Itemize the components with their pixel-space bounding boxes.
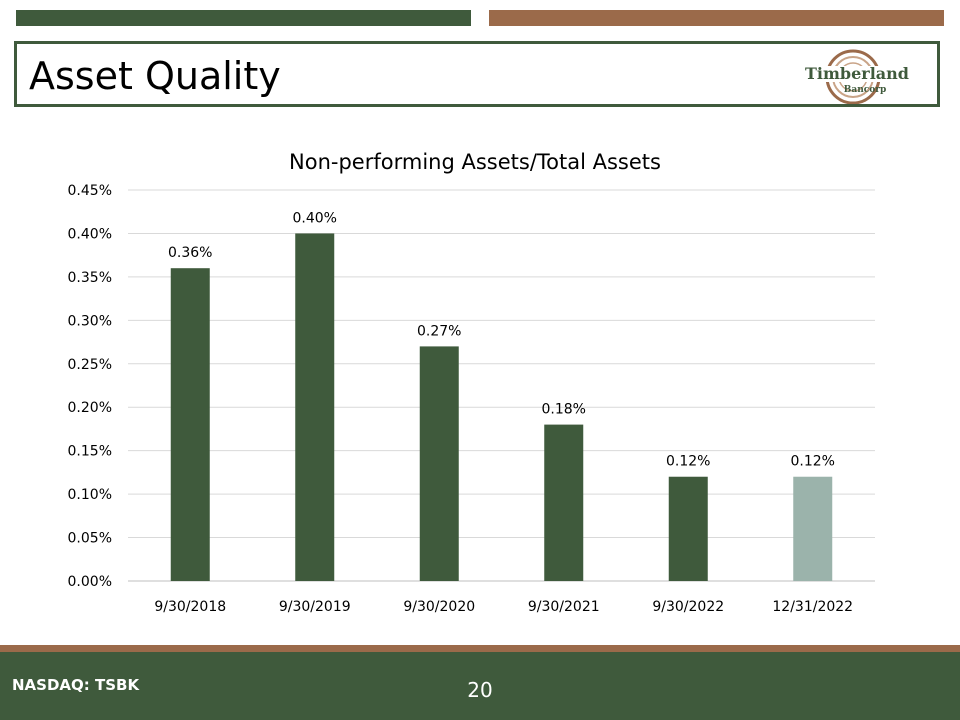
ticker-symbol: NASDAQ: TSBK xyxy=(12,676,140,694)
title-box: Asset Quality Timberland Bancorp xyxy=(14,41,940,107)
y-tick-label: 0.45% xyxy=(68,183,112,199)
y-tick-label: 0.30% xyxy=(68,313,112,329)
footer-accent-line xyxy=(0,645,960,652)
bar-chart: Non-performing Assets/Total Assets 0.00%… xyxy=(68,150,875,615)
data-label: 0.36% xyxy=(168,245,212,261)
x-tick-label: 9/30/2022 xyxy=(652,599,724,615)
bars xyxy=(170,233,833,581)
y-tick-label: 0.10% xyxy=(68,487,112,503)
bar xyxy=(170,268,210,581)
gridlines xyxy=(128,189,875,582)
y-axis: 0.00% 0.05% 0.10% 0.15% 0.20% 0.25% 0.30% 0.35%… xyxy=(68,183,112,590)
bar xyxy=(544,424,584,581)
bar xyxy=(668,476,708,581)
data-label: 0.12% xyxy=(666,454,710,470)
bar xyxy=(295,233,335,581)
y-tick-label: 0.20% xyxy=(68,400,112,416)
page-number: 20 xyxy=(467,678,493,702)
x-tick-label: 9/30/2019 xyxy=(279,599,351,615)
data-label: 0.27% xyxy=(417,323,461,339)
data-label: 0.40% xyxy=(293,210,337,226)
logo-wordmark: Timberland xyxy=(805,64,909,83)
y-tick-label: 0.15% xyxy=(68,444,112,460)
top-accent-bar-brown xyxy=(489,10,944,26)
chart-title: Non-performing Assets/Total Assets xyxy=(289,150,661,174)
logo-subtext: Bancorp xyxy=(844,85,887,95)
footer-bar: NASDAQ: TSBK 20 xyxy=(0,652,960,720)
bar xyxy=(793,476,833,581)
x-tick-label: 12/31/2022 xyxy=(772,599,853,615)
x-tick-label: 9/30/2020 xyxy=(403,599,475,615)
timberland-logo: Timberland Bancorp xyxy=(803,49,911,104)
x-tick-label: 9/30/2021 xyxy=(528,599,600,615)
data-label: 0.12% xyxy=(791,454,835,470)
y-tick-label: 0.25% xyxy=(68,357,112,373)
y-tick-label: 0.40% xyxy=(68,226,112,242)
x-axis: 9/30/2018 9/30/2019 9/30/2020 9/30/2021 9/30… xyxy=(154,599,853,615)
page-title: Asset Quality xyxy=(29,54,281,98)
y-tick-label: 0.35% xyxy=(68,270,112,286)
data-label: 0.18% xyxy=(542,402,586,418)
y-tick-label: 0.05% xyxy=(68,531,112,547)
data-labels: 0.36% 0.40% 0.27% 0.18% 0.12% 0.12% xyxy=(168,210,835,469)
x-tick-label: 9/30/2018 xyxy=(154,599,226,615)
bar xyxy=(419,346,459,581)
y-tick-label: 0.00% xyxy=(68,574,112,590)
top-accent-bar-green xyxy=(16,10,471,26)
